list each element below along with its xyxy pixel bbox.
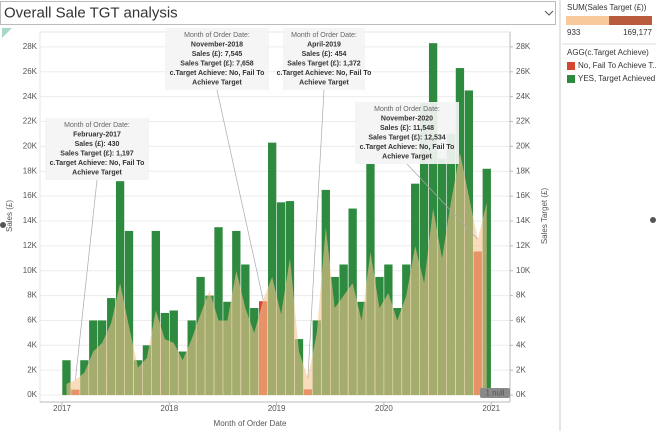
y2-tick-label: 2K bbox=[516, 365, 526, 374]
y2-tick-label: 16K bbox=[516, 191, 531, 200]
bar bbox=[124, 230, 134, 396]
x-tick-label: 2021 bbox=[482, 404, 500, 413]
bar bbox=[62, 360, 71, 396]
y-tick-label: 2K bbox=[27, 365, 37, 374]
legend-swatch bbox=[567, 62, 575, 70]
y2-tick-label: 22K bbox=[516, 117, 531, 126]
target-area bbox=[66, 152, 487, 396]
annotation-text: Achieve Target bbox=[299, 79, 349, 86]
legend-label[interactable]: YES, Target Achieved bbox=[578, 74, 655, 83]
annotation-leader bbox=[307, 89, 325, 378]
annotation-box bbox=[165, 28, 269, 90]
y2-tick-label: 18K bbox=[516, 166, 531, 175]
annotation-text: Achieve Target bbox=[72, 169, 122, 176]
legend-swatch bbox=[567, 75, 575, 83]
null-indicator[interactable]: 1 null bbox=[485, 389, 504, 398]
y2-tick-label: 8K bbox=[516, 291, 526, 300]
y2-tick-label: 12K bbox=[516, 241, 531, 250]
y-tick-label: 10K bbox=[23, 266, 38, 275]
annotation-text: c.Target Achieve: No, Fail To bbox=[360, 144, 455, 151]
annotation-text: November-2020 bbox=[381, 115, 433, 122]
y-tick-label: 16K bbox=[23, 191, 38, 200]
y-tick-label: 4K bbox=[27, 340, 37, 349]
annotation-text: c.Target Achieve: No, Fail To bbox=[170, 70, 265, 77]
annotation-text: Achieve Target bbox=[382, 153, 432, 160]
color-ramp bbox=[609, 16, 652, 25]
annotation-text: Month of Order Date: bbox=[291, 32, 357, 39]
y2-tick-label: 20K bbox=[516, 141, 531, 150]
y2-tick-label: 28K bbox=[516, 42, 531, 51]
annotation-text: Month of Order Date: bbox=[184, 32, 250, 39]
y-tick-label: 0K bbox=[27, 390, 37, 399]
annotation-text: Sales Target (£): 1,372 bbox=[287, 60, 361, 67]
y-tick-label: 14K bbox=[23, 216, 38, 225]
x-tick-label: 2020 bbox=[375, 404, 393, 413]
annotation-text: Month of Order Date: bbox=[374, 106, 440, 113]
dropdown-arrow[interactable] bbox=[544, 10, 554, 16]
x-tick-label: 2017 bbox=[53, 404, 71, 413]
color-legend-title: SUM(Sales Target (£)) bbox=[567, 3, 647, 12]
x-tick-label: 2019 bbox=[268, 404, 286, 413]
y2-tick-label: 24K bbox=[516, 92, 531, 101]
y-tick-label: 18K bbox=[23, 166, 38, 175]
annotation-text: February-2017 bbox=[73, 131, 121, 138]
bar bbox=[214, 227, 223, 396]
y-tick-label: 8K bbox=[27, 291, 37, 300]
y-tick-label: 24K bbox=[23, 92, 38, 101]
y-tick-label: 28K bbox=[23, 42, 38, 51]
annotation-leader bbox=[406, 163, 479, 240]
y2-tick-label: 6K bbox=[516, 316, 526, 325]
y2-tick-label: 26K bbox=[516, 67, 531, 76]
y2-tick-label: 10K bbox=[516, 266, 531, 275]
chart-title: Overall Sale TGT analysis bbox=[4, 4, 178, 21]
x-tick-label: 2018 bbox=[160, 404, 178, 413]
legend-title: AGG(c.Target Achieve) bbox=[567, 48, 649, 57]
y-tick-label: 20K bbox=[23, 141, 38, 150]
annotation-leader bbox=[75, 179, 98, 381]
annotation-text: Sales (£): 11,548 bbox=[380, 125, 434, 132]
annotation-text: c.Target Achieve: No, Fail To bbox=[277, 70, 372, 77]
y-tick-label: 6K bbox=[27, 316, 37, 325]
x-axis-title: Month of Order Date bbox=[214, 419, 287, 428]
color-legend-label: 169,177 bbox=[623, 28, 652, 37]
corner-marker bbox=[2, 28, 12, 38]
annotation-text: Sales (£): 430 bbox=[75, 141, 120, 148]
y-tick-label: 22K bbox=[23, 117, 38, 126]
annotation-text: Sales Target (£): 1,197 bbox=[60, 150, 134, 157]
y2-tick-label: 0K bbox=[516, 390, 526, 399]
handle bbox=[650, 217, 656, 223]
color-legend-label: 933 bbox=[567, 28, 581, 37]
y2-tick-label: 14K bbox=[516, 216, 531, 225]
annotation-leader bbox=[216, 89, 264, 300]
annotation-text: Sales (£): 7,545 bbox=[192, 51, 243, 58]
handle bbox=[0, 222, 6, 228]
null-badge bbox=[480, 388, 510, 398]
bar bbox=[419, 102, 429, 396]
title-box[interactable] bbox=[0, 1, 556, 25]
annotation-text: c.Target Achieve: No, Fail To bbox=[50, 160, 145, 167]
annotation-text: April-2019 bbox=[307, 41, 341, 48]
y-axis-title: Sales (£) bbox=[5, 200, 14, 232]
y-tick-label: 26K bbox=[23, 67, 38, 76]
annotation-text: November-2018 bbox=[191, 41, 243, 48]
annotation-box bbox=[283, 28, 365, 90]
legend-label[interactable]: No, Fail To Achieve T... bbox=[578, 61, 656, 70]
annotation-text: Month of Order Date: bbox=[64, 122, 130, 129]
bar bbox=[276, 202, 286, 396]
bar bbox=[268, 142, 277, 396]
y2-axis-title: Sales Target (£) bbox=[540, 188, 549, 245]
annotation-box bbox=[355, 102, 459, 164]
annotation-text: Sales (£): 454 bbox=[302, 51, 347, 58]
y2-tick-label: 4K bbox=[516, 340, 526, 349]
color-ramp bbox=[566, 16, 609, 25]
annotation-text: Sales Target (£): 12,534 bbox=[368, 134, 445, 141]
annotation-text: Achieve Target bbox=[192, 79, 242, 86]
y-tick-label: 12K bbox=[23, 241, 38, 250]
annotation-text: Sales Target (£): 7,658 bbox=[180, 60, 254, 67]
annotation-box bbox=[45, 118, 149, 180]
